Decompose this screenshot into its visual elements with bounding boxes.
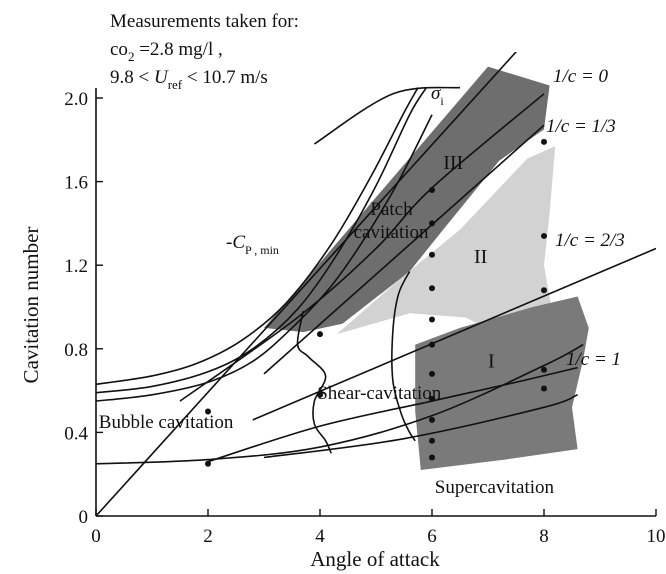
data-point — [429, 437, 435, 444]
note-line-3: 9.8 < Uref < 10.7 m/s — [110, 67, 268, 92]
data-point — [429, 251, 435, 258]
label-bubble-cavitation: Bubble cavitation — [99, 412, 234, 433]
data-point — [429, 220, 435, 227]
chart-axes: 0 2 4 6 8 10 0 0.4 0.8 1.2 1.6 2.0 — [64, 88, 666, 547]
data-point — [541, 366, 547, 373]
measurement-points — [205, 138, 547, 467]
data-point — [541, 287, 547, 294]
x-tick-label: 10 — [647, 526, 666, 547]
region-iii-area — [264, 66, 550, 333]
label-iii: III — [443, 152, 463, 174]
x-tick-label: 0 — [91, 526, 101, 547]
note-line-1: Measurements taken for: — [110, 11, 299, 32]
curve-bound-b — [179, 93, 545, 402]
region-labels: -CP , min σi 1/c = 0 1/c = 1/3 1/c = 2/3 1/c … — [99, 66, 625, 498]
curve-transition-1 — [296, 311, 332, 454]
label-i: I — [488, 351, 495, 373]
region-i-area — [415, 296, 589, 471]
series-label-1-c-1: 1/c = 1 — [566, 349, 621, 370]
curve-c-p-min — [96, 87, 419, 386]
note-line-2: co2 =2.8 mg/l , — [110, 39, 223, 64]
cavitation-regions — [264, 66, 589, 471]
label-shear-cavitation: Shear-cavitation — [317, 383, 442, 404]
y-tick-label: 1.2 — [64, 256, 88, 277]
y-axis-title: Cavitation number — [19, 227, 43, 384]
data-point — [541, 138, 547, 145]
label-cavitation: cavitation — [354, 222, 429, 243]
curve-1-c-1 — [96, 343, 584, 465]
curve-c-p-min-2 — [96, 87, 428, 394]
data-point — [429, 416, 435, 423]
label-ii: II — [474, 246, 487, 268]
data-point — [429, 370, 435, 377]
curve-bound-d — [263, 394, 578, 459]
measurement-note: Measurements taken for: co2 =2.8 mg/l , … — [110, 11, 299, 92]
x-tick-label: 8 — [539, 526, 549, 547]
curve-sigma-i — [96, 114, 433, 402]
y-tick-label: 0.4 — [64, 423, 88, 444]
curve-1-c-1-3 — [263, 124, 545, 375]
data-point — [429, 285, 435, 292]
curve-bound-a — [313, 86, 461, 145]
y-tick-label: 0.8 — [64, 340, 88, 361]
data-point — [541, 232, 547, 239]
data-point — [429, 186, 435, 193]
data-point — [429, 395, 435, 402]
data-point — [205, 408, 211, 415]
curve-1-c-0 — [96, 52, 518, 516]
data-point — [429, 341, 435, 348]
series-label-1-c-0: 1/c = 0 — [553, 66, 609, 87]
label-patch: Patch — [370, 199, 413, 220]
series-label-1-c-2-3: 1/c = 2/3 — [555, 230, 625, 251]
data-point — [317, 331, 323, 338]
x-tick-label: 4 — [315, 526, 325, 547]
curve-bound-c — [207, 366, 578, 463]
x-tick-label: 6 — [427, 526, 437, 547]
data-point — [317, 391, 323, 398]
y-tick-label: 1.6 — [64, 173, 88, 194]
data-point — [541, 385, 547, 392]
series-label-1-c-1-3: 1/c = 1/3 — [546, 116, 616, 137]
y-tick-label: 0 — [79, 507, 89, 528]
chart-curves — [96, 52, 656, 516]
x-tick-label: 2 — [203, 526, 213, 547]
data-point — [429, 316, 435, 323]
data-point — [429, 454, 435, 461]
y-tick-label: 2.0 — [64, 89, 88, 110]
data-point — [205, 460, 211, 467]
label-supercavitation: Supercavitation — [435, 477, 555, 498]
curve-transition-2 — [391, 271, 416, 442]
series-label-sigma-i: σi — [431, 83, 444, 108]
series-label-c-p-min: -CP , min — [226, 232, 279, 257]
x-axis-title: Angle of attack — [310, 547, 440, 571]
